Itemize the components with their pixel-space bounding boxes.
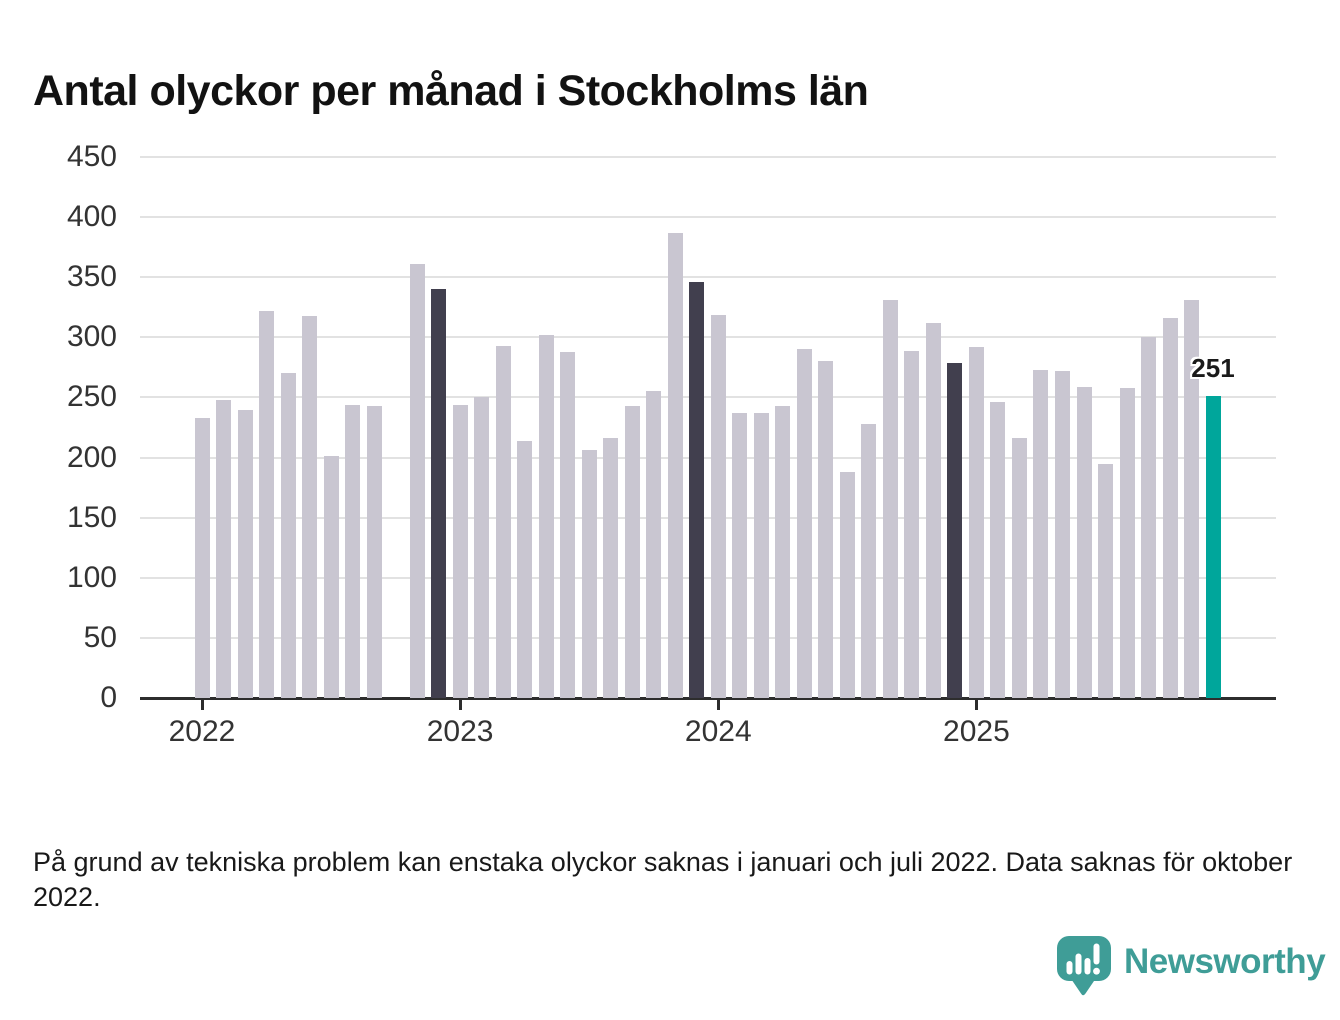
y-axis-tick-label: 300 xyxy=(66,320,117,354)
gridline-300 xyxy=(140,336,1276,339)
bar-2023-03 xyxy=(495,345,511,698)
bar-2025-09 xyxy=(1141,337,1156,698)
bar-2022-02 xyxy=(216,399,231,698)
bar-2025-04 xyxy=(1033,369,1049,698)
bar-2023-01 xyxy=(452,404,468,698)
newsworthy-logo-icon xyxy=(1057,936,1111,996)
bar-2024-03 xyxy=(753,413,769,698)
bar-2023-09 xyxy=(624,405,640,698)
newsworthy-logo: Newsworthy xyxy=(1057,936,1326,996)
bar-2024-02 xyxy=(732,413,748,698)
x-axis-tick-2023 xyxy=(458,700,462,710)
current-month-value-label: 251 xyxy=(1191,353,1235,383)
bar-2022-11 xyxy=(409,264,425,698)
y-axis-tick-label: 200 xyxy=(66,440,117,474)
bar-2024-04 xyxy=(775,405,791,698)
bar-2025-02 xyxy=(990,402,1006,698)
chart-title: Antal olyckor per månad i Stockholms län xyxy=(33,66,869,115)
gridline-250 xyxy=(140,396,1276,399)
bar-2023-08 xyxy=(603,438,619,698)
x-axis-tick-2025 xyxy=(974,700,978,710)
y-axis-tick-label: 50 xyxy=(83,620,117,654)
bar-2025-05 xyxy=(1054,371,1070,698)
x-axis-line xyxy=(140,697,1276,700)
bar-2023-02 xyxy=(474,397,490,698)
bar-2022-08 xyxy=(345,404,361,698)
bar-2023-04 xyxy=(517,440,533,698)
x-axis-year-label: 2024 xyxy=(684,715,752,748)
logo-bar-3 xyxy=(1084,958,1091,975)
gridline-150 xyxy=(140,516,1276,519)
logo-exclamation-dot xyxy=(1093,967,1100,975)
bar-2025-03 xyxy=(1011,438,1027,698)
y-axis-tick-label: 350 xyxy=(66,260,117,294)
gridline-450 xyxy=(140,156,1276,158)
bar-2022-07 xyxy=(323,456,339,698)
logo-bar-1 xyxy=(1066,961,1073,975)
bar-2024-12-december-highlight xyxy=(947,362,963,698)
bar-2025-10 xyxy=(1162,318,1178,698)
y-axis-tick-label: 150 xyxy=(66,500,117,534)
chart-footnote: På grund av tekniska problem kan enstaka… xyxy=(33,847,1293,912)
bar-2025-06 xyxy=(1076,386,1092,698)
gridline-200 xyxy=(140,456,1276,459)
bar-2022-12-december-highlight xyxy=(431,289,447,698)
y-axis-tick-label: 0 xyxy=(100,681,117,714)
bar-2022-09 xyxy=(366,405,382,698)
bar-2024-09 xyxy=(882,300,898,698)
bar-2022-04 xyxy=(259,310,274,698)
x-axis-year-label: 2025 xyxy=(943,715,1010,748)
bar-2023-10 xyxy=(646,391,662,698)
bar-2022-06 xyxy=(302,315,318,698)
gridline-350 xyxy=(140,276,1276,279)
gridline-50 xyxy=(140,636,1276,639)
gridline-400 xyxy=(140,216,1276,219)
bar-2022-03 xyxy=(237,409,253,698)
bar-2022-01 xyxy=(194,417,210,698)
bar-2025-11 xyxy=(1184,300,1199,698)
x-axis-tick-2022 xyxy=(200,700,204,710)
bar-2024-01 xyxy=(710,314,726,698)
x-axis-year-label: 2023 xyxy=(426,715,494,748)
bar-2023-12-december-highlight xyxy=(689,282,705,698)
y-axis-tick-label: 100 xyxy=(66,560,117,594)
bar-2024-06 xyxy=(818,361,834,698)
bar-2024-08 xyxy=(861,423,877,698)
logo-exclamation-bar xyxy=(1093,943,1100,965)
bar-2023-05 xyxy=(538,334,554,698)
speech-bubble-shape xyxy=(1057,936,1111,996)
bar-2024-05 xyxy=(796,349,812,698)
bar-2025-12-current-month xyxy=(1205,396,1221,698)
y-axis-tick-label: 400 xyxy=(66,200,117,234)
bar-2022-05 xyxy=(280,373,296,698)
bar-2023-07 xyxy=(581,450,597,698)
bar-2025-01 xyxy=(968,347,984,698)
bar-2023-06 xyxy=(560,351,576,698)
y-axis-tick-label: 450 xyxy=(66,140,117,173)
x-axis-tick-2024 xyxy=(716,700,720,710)
bar-2024-07 xyxy=(839,472,855,698)
x-axis-year-label: 2022 xyxy=(168,715,236,748)
bar-2025-08 xyxy=(1119,387,1135,698)
logo-bar-2 xyxy=(1075,953,1082,975)
y-axis-tick-label: 250 xyxy=(66,380,117,414)
newsworthy-logo-text: Newsworthy xyxy=(1124,942,1326,981)
bar-2024-11 xyxy=(925,322,941,698)
bar-2025-07 xyxy=(1098,463,1113,698)
gridline-100 xyxy=(140,576,1276,579)
bar-2024-10 xyxy=(904,350,920,698)
bar-2023-11 xyxy=(667,232,683,698)
